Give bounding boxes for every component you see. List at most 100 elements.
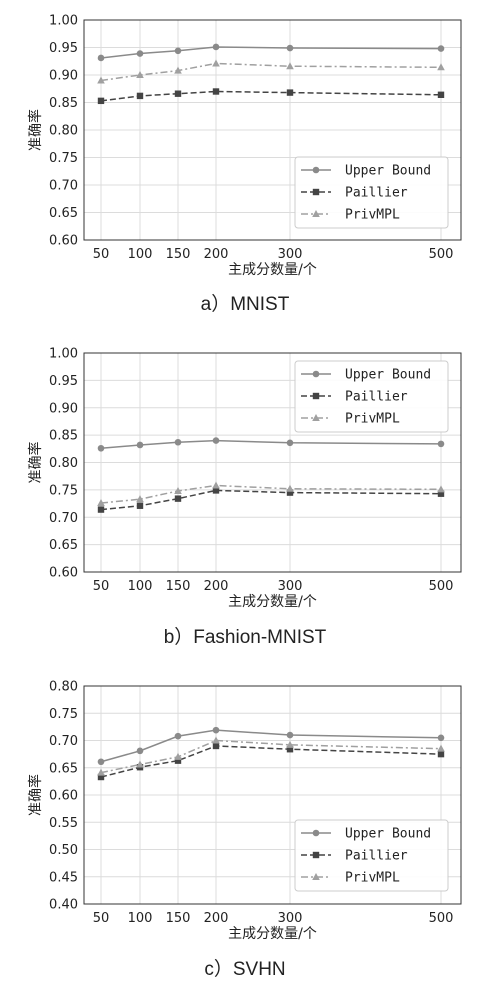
y-tick-label: 0.80: [49, 456, 78, 471]
data-point: [286, 731, 294, 739]
x-tick-label: 100: [128, 579, 153, 594]
data-point: [174, 752, 182, 760]
y-tick-label: 0.75: [49, 707, 78, 722]
legend-box: [294, 819, 449, 892]
x-tick-label: 300: [278, 911, 303, 926]
legend: Upper Bound Paillier PrivMPL: [294, 156, 449, 229]
data-point: [286, 439, 294, 447]
y-tick-label: 0.50: [49, 843, 78, 858]
data-point: [97, 54, 105, 62]
series-line-0: [100, 729, 442, 763]
data-point: [97, 444, 105, 452]
legend-label: PrivMPL: [345, 412, 400, 427]
x-tick-label: 200: [204, 579, 229, 594]
chart-panel-0: 0.60 0.65 0.70 0.75 0.80 0.85 0.90 0.95 1.00 50 10…: [27, 14, 462, 315]
y-tick-label: 0.55: [49, 816, 78, 831]
series-line-2: [100, 739, 442, 774]
data-point: [212, 487, 220, 494]
legend-label: Paillier: [345, 186, 408, 201]
legend-marker: [312, 873, 320, 880]
series-line-1: [100, 745, 442, 778]
y-tick-label: 0.75: [49, 151, 78, 166]
data-point: [136, 747, 144, 755]
x-axis-label: 主成分数量/个: [228, 262, 317, 278]
legend-label: Upper Bound: [345, 827, 431, 842]
y-tick-label: 0.85: [49, 429, 78, 444]
legend-marker: [312, 210, 320, 217]
chart-panel-1: 0.60 0.65 0.70 0.75 0.80 0.85 0.90 0.95 1.00 50 10…: [27, 347, 462, 648]
x-tick-label: 100: [128, 247, 153, 262]
x-tick-label: 500: [429, 247, 454, 262]
data-point: [437, 440, 445, 448]
data-point: [97, 758, 105, 766]
legend-marker: [312, 392, 320, 400]
data-point: [136, 502, 144, 509]
series-line-0: [100, 439, 442, 450]
x-tick-label: 50: [93, 579, 110, 594]
chart-caption: c）SVHN: [204, 958, 285, 980]
data-point: [97, 773, 105, 781]
data-point: [136, 495, 144, 503]
y-tick-label: 0.65: [49, 538, 78, 553]
data-point: [437, 91, 445, 98]
legend-marker: [312, 188, 320, 196]
data-point: [97, 76, 105, 84]
x-tick-label: 150: [166, 247, 191, 262]
data-point: [174, 66, 182, 74]
data-point: [212, 742, 220, 750]
legend-marker: [312, 370, 320, 378]
x-tick-label: 50: [93, 247, 110, 262]
series-line-2: [100, 62, 442, 82]
y-axis-label: 准确率: [27, 109, 44, 151]
x-axis-label: 主成分数量/个: [228, 926, 317, 942]
y-tick-label: 0.80: [49, 124, 78, 139]
y-tick-label: 0.70: [49, 511, 78, 526]
x-tick-label: 500: [429, 911, 454, 926]
chart-caption: b）Fashion-MNIST: [164, 626, 327, 648]
data-point: [97, 768, 105, 776]
data-point: [286, 746, 294, 753]
y-tick-label: 0.45: [49, 870, 78, 885]
data-point: [212, 59, 220, 67]
y-tick-label: 0.60: [49, 789, 78, 804]
y-axis-label: 准确率: [27, 442, 44, 484]
series-line-2: [100, 484, 442, 504]
data-point: [97, 97, 105, 105]
data-point: [97, 506, 105, 513]
legend-marker: [312, 414, 320, 421]
x-tick-label: 300: [278, 247, 303, 262]
x-tick-label: 300: [278, 579, 303, 594]
data-point: [212, 726, 220, 734]
y-tick-label: 0.90: [49, 69, 78, 84]
data-point: [286, 62, 294, 70]
legend-box: [294, 360, 449, 433]
legend-marker: [312, 829, 320, 837]
data-point: [136, 92, 144, 100]
y-tick-label: 0.40: [49, 898, 78, 913]
data-point: [286, 44, 294, 52]
series-line-1: [100, 489, 442, 511]
x-tick-label: 150: [166, 911, 191, 926]
y-tick-label: 0.65: [49, 761, 78, 776]
legend: Upper Bound Paillier PrivMPL: [294, 819, 449, 892]
y-tick-label: 0.80: [49, 680, 78, 695]
data-point: [212, 437, 220, 444]
x-tick-label: 200: [204, 911, 229, 926]
legend-label: Upper Bound: [345, 164, 431, 179]
data-point: [286, 484, 294, 492]
data-point: [174, 90, 182, 97]
data-point: [136, 441, 144, 449]
legend-label: Upper Bound: [345, 368, 431, 383]
data-point: [174, 438, 182, 446]
x-tick-label: 150: [166, 579, 191, 594]
y-tick-label: 0.95: [49, 374, 78, 389]
data-point: [212, 43, 220, 51]
y-tick-label: 0.75: [49, 483, 78, 498]
data-point: [174, 47, 182, 55]
y-tick-label: 0.95: [49, 41, 78, 56]
series-line-1: [100, 90, 442, 102]
data-point: [212, 736, 220, 744]
x-tick-label: 500: [429, 579, 454, 594]
data-point: [437, 744, 445, 752]
